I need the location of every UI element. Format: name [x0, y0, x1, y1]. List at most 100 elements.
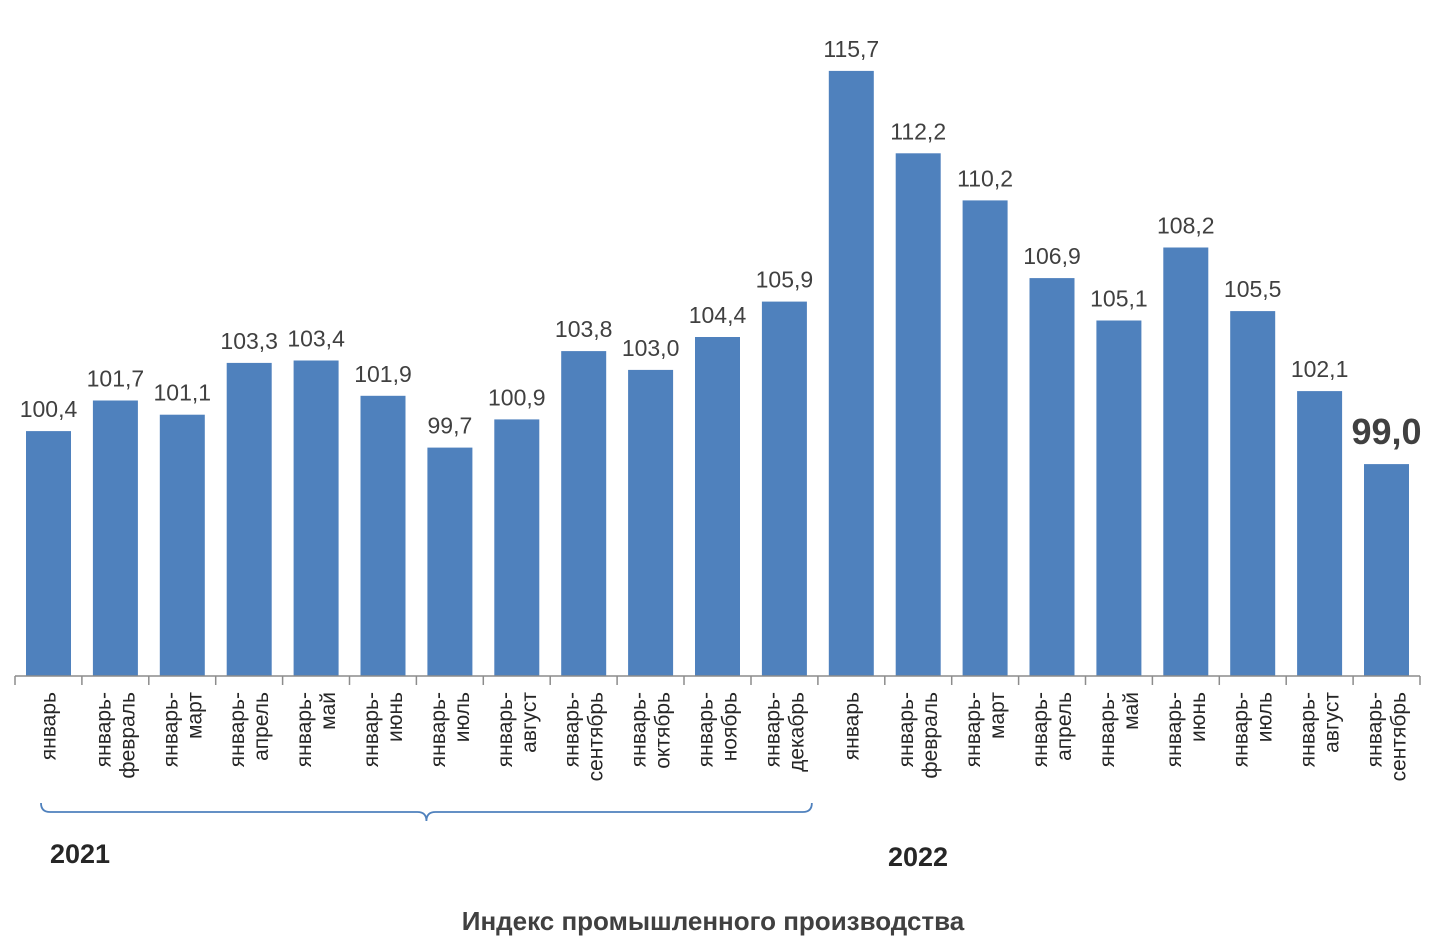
tick-label: январь-сентябрь: [1364, 692, 1411, 781]
chart-title: Индекс промышленного производства: [462, 906, 965, 936]
tick-label-line: январь-: [92, 692, 115, 767]
tick-label: январь-март: [962, 692, 1009, 768]
tick-label-line: январь-: [159, 692, 182, 767]
tick-label-line: февраль: [919, 692, 942, 779]
value-label: 101,9: [354, 361, 412, 387]
tick-label-line: январь: [840, 692, 863, 760]
tick-label-line: февраль: [116, 692, 139, 779]
tick-label-line: сентябрь: [1388, 692, 1411, 781]
tick-label-line: январь-: [1096, 692, 1119, 767]
year-group: 2022: [888, 842, 948, 872]
bar: [962, 200, 1008, 676]
tick-label: январь-июнь: [360, 692, 407, 767]
tick-label-line: сентябрь: [585, 692, 608, 781]
tick-label-line: январь-: [962, 692, 985, 767]
bar: [828, 70, 874, 676]
bar: [628, 369, 674, 676]
value-label: 105,5: [1224, 276, 1282, 302]
tick-label-line: январь-: [1163, 692, 1186, 767]
tick-label-line: май: [1120, 692, 1143, 730]
value-label: 101,7: [87, 366, 145, 392]
year-bracket: [40, 802, 813, 822]
bar: [561, 351, 607, 676]
tick-label: январь-июнь: [1163, 692, 1210, 767]
value-label: 108,2: [1157, 213, 1215, 239]
tick-label-line: январь-: [427, 692, 450, 767]
year-groups-layer: 2021 2022: [40, 802, 948, 872]
tick-label-line: январь-: [561, 692, 584, 767]
tick-label: январь-ноябрь: [695, 692, 742, 767]
tick-label-line: январь-: [895, 692, 918, 767]
bar: [226, 362, 272, 676]
bars-layer: [26, 70, 1409, 677]
tick-label: январь-октябрь: [628, 692, 675, 769]
tick-label: январь: [840, 692, 863, 760]
tick-label: январь-март: [159, 692, 206, 768]
year-label: 2021: [50, 839, 110, 869]
tick-label: январь-май: [293, 692, 340, 767]
bar: [494, 419, 540, 676]
value-label: 102,1: [1291, 356, 1349, 382]
value-label: 115,7: [823, 36, 879, 62]
value-label: 99,0: [1351, 411, 1421, 452]
tick-label-line: январь-: [695, 692, 718, 767]
tick-label: январь-апрель: [1029, 692, 1076, 767]
tick-label-line: январь-: [293, 692, 316, 767]
tick-label-line: июль: [1254, 692, 1277, 742]
tick-label-line: май: [317, 692, 340, 730]
value-label: 103,0: [622, 335, 680, 361]
year-label: 2022: [888, 842, 948, 872]
tick-label: январь: [38, 692, 61, 760]
tick-label-line: январь: [38, 692, 61, 760]
bar: [1364, 464, 1409, 676]
tick-label-line: январь-: [1364, 692, 1387, 767]
tick-label-line: март: [183, 692, 206, 739]
tick-label: январь-май: [1096, 692, 1143, 767]
tick-label-line: апрель: [250, 692, 273, 761]
value-label: 112,2: [890, 118, 946, 144]
tick-label: январь-июль: [1230, 692, 1277, 767]
bar: [1029, 278, 1075, 676]
value-label: 103,3: [220, 328, 278, 354]
tick-label-line: январь-: [1230, 692, 1253, 767]
tick-label-line: январь-: [1029, 692, 1052, 767]
tick-label-line: декабрь: [785, 692, 808, 772]
value-label: 104,4: [689, 302, 747, 328]
value-label: 101,1: [154, 380, 212, 406]
value-label: 103,8: [555, 316, 613, 342]
tick-label-line: январь-: [360, 692, 383, 767]
tick-label: январь-апрель: [226, 692, 273, 767]
value-label: 110,2: [957, 165, 1013, 191]
tick-label-line: июль: [451, 692, 474, 742]
tick-label-line: январь-: [628, 692, 651, 767]
bar: [1163, 247, 1209, 676]
tick-label: январь-февраль: [895, 692, 942, 779]
value-label: 106,9: [1023, 243, 1081, 269]
tick-label: январь-июль: [427, 692, 474, 767]
value-label: 105,1: [1090, 286, 1148, 312]
tick-label-line: август: [1321, 692, 1344, 753]
tick-label: январь-август: [494, 692, 541, 768]
x-axis: [14, 675, 1421, 685]
tick-label-line: апрель: [1053, 692, 1076, 761]
value-label: 99,7: [428, 413, 473, 439]
bar: [1297, 391, 1343, 676]
bar: [159, 414, 205, 676]
tick-label-line: август: [518, 692, 541, 753]
tick-labels-layer: январь январь-февраль январь-март январь-ап…: [38, 692, 1411, 782]
bar: [895, 153, 941, 677]
bar: [761, 301, 807, 676]
tick-label: январь-декабрь: [761, 692, 808, 772]
value-label: 100,4: [20, 396, 78, 422]
bar: [427, 447, 473, 676]
bar: [1096, 320, 1142, 676]
tick-label-line: январь-: [226, 692, 249, 767]
year-group: 2021: [40, 802, 813, 869]
tick-label-line: июнь: [1187, 692, 1210, 742]
tick-label-line: март: [986, 692, 1009, 739]
tick-label-line: июнь: [384, 692, 407, 742]
tick-label-line: ноябрь: [719, 692, 742, 761]
tick-label: январь-сентябрь: [561, 692, 608, 781]
tick-label-line: январь-: [494, 692, 517, 767]
tick-label-line: октябрь: [652, 692, 675, 769]
